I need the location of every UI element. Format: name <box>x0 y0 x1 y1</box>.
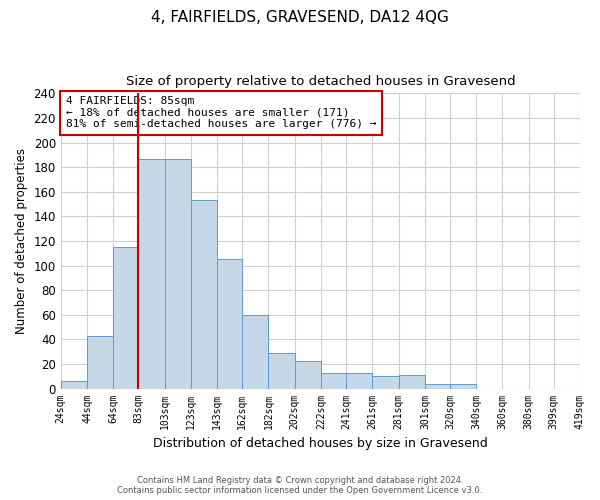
Bar <box>346 372 373 388</box>
Bar <box>164 158 191 388</box>
Bar <box>450 384 476 388</box>
Text: 4 FAIRFIELDS: 85sqm
← 18% of detached houses are smaller (171)
81% of semi-detac: 4 FAIRFIELDS: 85sqm ← 18% of detached ho… <box>66 96 376 130</box>
Bar <box>373 376 398 388</box>
Text: Contains HM Land Registry data © Crown copyright and database right 2024.
Contai: Contains HM Land Registry data © Crown c… <box>118 476 482 495</box>
Bar <box>113 247 139 388</box>
Bar <box>268 353 295 388</box>
Bar <box>217 260 242 388</box>
Bar <box>295 362 321 388</box>
X-axis label: Distribution of detached houses by size in Gravesend: Distribution of detached houses by size … <box>153 437 488 450</box>
Bar <box>191 200 217 388</box>
Bar <box>139 158 164 388</box>
Bar <box>425 384 450 388</box>
Bar <box>321 372 346 388</box>
Title: Size of property relative to detached houses in Gravesend: Size of property relative to detached ho… <box>125 75 515 88</box>
Bar <box>398 375 425 388</box>
Bar <box>87 336 113 388</box>
Bar <box>242 315 268 388</box>
Text: 4, FAIRFIELDS, GRAVESEND, DA12 4QG: 4, FAIRFIELDS, GRAVESEND, DA12 4QG <box>151 10 449 25</box>
Bar <box>61 381 87 388</box>
Y-axis label: Number of detached properties: Number of detached properties <box>15 148 28 334</box>
